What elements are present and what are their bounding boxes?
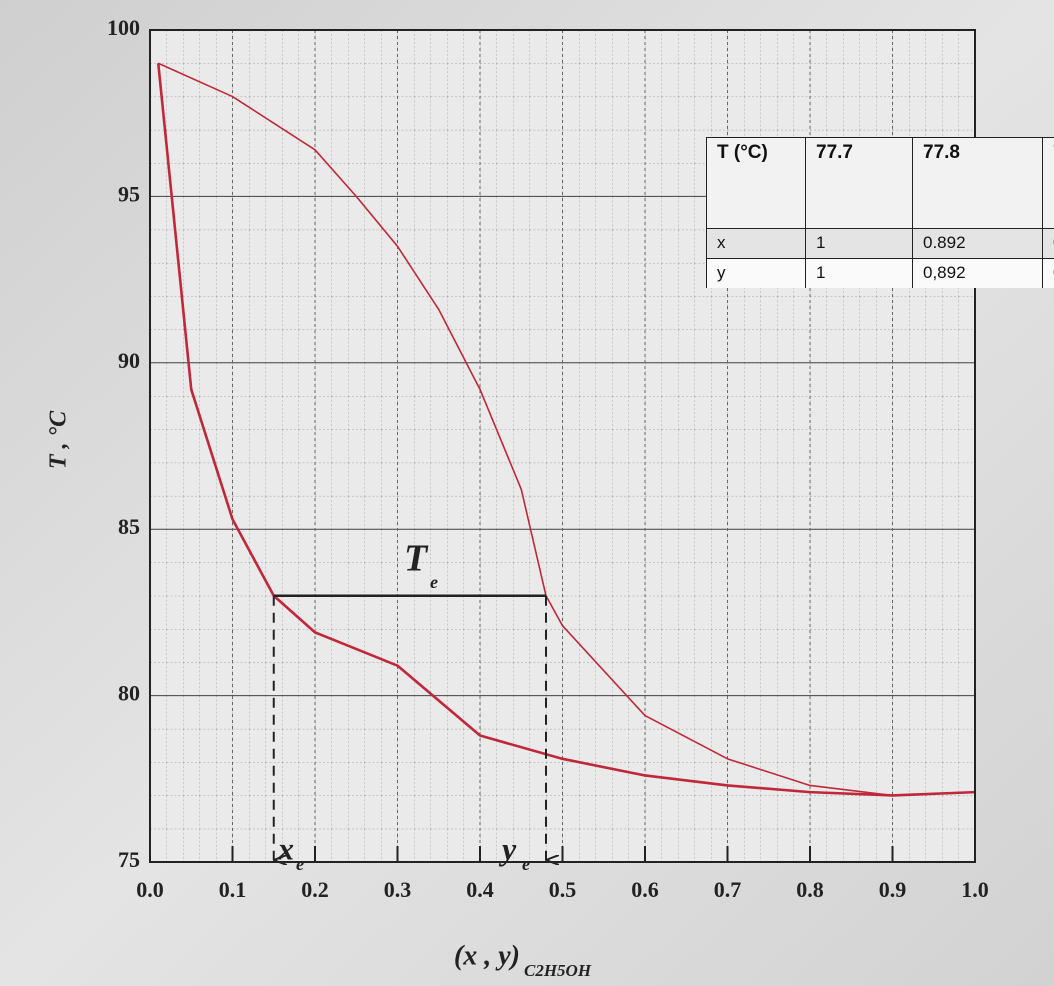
y-tick-label: 100	[107, 15, 140, 40]
x-axis-label: (x , y)	[454, 940, 520, 971]
annotation: T	[404, 538, 429, 580]
table-row: y 1 0,892 0	[706, 258, 1054, 288]
cell: 0	[1042, 228, 1054, 259]
y-tick-label: 95	[118, 181, 140, 206]
x-tick-label: 0.9	[879, 877, 907, 902]
cell: 0.892	[912, 228, 1043, 259]
x-tick-label: 0.5	[549, 877, 577, 902]
data-table-wrap: T (°C) 77.7 77.8 7 x 1 0.892 0 y 1 0,892…	[706, 137, 1054, 288]
cell: 7	[1042, 137, 1054, 229]
annotation: y	[498, 830, 517, 866]
table-row: x 1 0.892 0	[706, 228, 1054, 259]
cell: 77.7	[805, 137, 913, 229]
plot-frame	[149, 29, 976, 863]
cell: 0	[1042, 258, 1054, 288]
x-tick-label: 0.4	[466, 877, 494, 902]
x-tick-label: 0.7	[714, 877, 742, 902]
x-tick-label: 1.0	[961, 877, 989, 902]
table-header: T (°C) 77.7 77.8 7	[706, 137, 1054, 229]
cell: 77.8	[912, 137, 1043, 229]
line	[156, 63, 976, 797]
x-axis-label-sub: C2H5OH	[524, 961, 592, 980]
annotation-sub: e	[430, 572, 438, 592]
y-tick-label: 85	[118, 514, 140, 539]
cell: T (°C)	[706, 137, 806, 229]
x-tick-label: 0.0	[136, 877, 164, 902]
x-tick-label: 0.2	[301, 877, 329, 902]
data-table: T (°C) 77.7 77.8 7 x 1 0.892 0 y 1 0,892…	[706, 137, 1054, 288]
cell: 1	[805, 228, 913, 259]
y-tick-label: 90	[118, 348, 140, 373]
cell: 0,892	[912, 258, 1043, 288]
annotation-sub: e	[522, 854, 530, 874]
y-tick-label: 80	[118, 681, 140, 706]
annotation: x	[277, 830, 294, 866]
cell: y	[706, 258, 806, 288]
cell: x	[706, 228, 806, 259]
y-tick-label: 75	[118, 847, 140, 872]
x-tick-label: 0.6	[631, 877, 659, 902]
x-tick-label: 0.8	[796, 877, 824, 902]
x-tick-label: 0.3	[384, 877, 412, 902]
cell: 1	[805, 258, 913, 288]
x-tick-label: 0.1	[219, 877, 247, 902]
y-axis-label: T , °C	[46, 410, 72, 469]
annotation-sub: e	[296, 854, 304, 874]
line	[157, 62, 976, 797]
